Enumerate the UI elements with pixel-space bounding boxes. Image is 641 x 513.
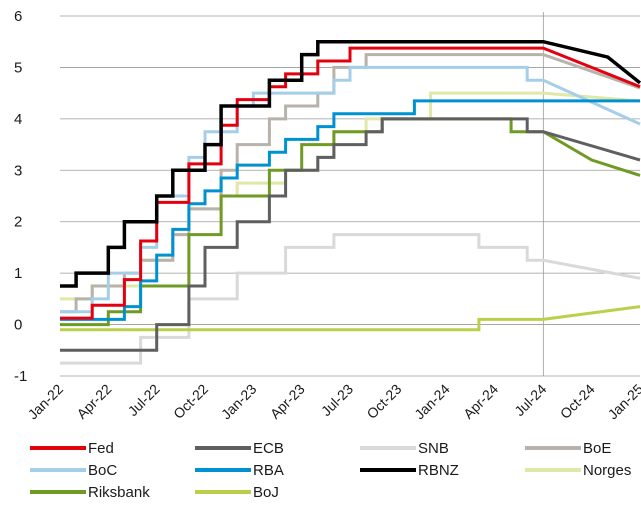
x-tick-label: Jul-23 xyxy=(318,381,356,419)
x-tick-label: Jan-23 xyxy=(218,381,260,423)
y-tick-label: -1 xyxy=(14,368,27,385)
x-tick-label: Apr-23 xyxy=(267,381,308,422)
x-tick-label: Jan-25 xyxy=(605,381,641,423)
y-tick-label: 1 xyxy=(14,265,22,282)
y-tick-label: 0 xyxy=(14,317,22,334)
legend-label-boj: BoJ xyxy=(253,484,279,501)
series-line-boc xyxy=(60,65,641,314)
series-line-rbnz xyxy=(60,39,641,288)
legend-label-boc: BoC xyxy=(88,462,117,479)
x-tick-label: Jul-22 xyxy=(125,381,163,419)
series-line-boj xyxy=(60,305,641,332)
legend-label-norges: Norges xyxy=(583,462,631,479)
legend-label-rba: RBA xyxy=(253,462,284,479)
y-tick-label: 5 xyxy=(14,59,22,76)
series-line-norges xyxy=(60,91,641,301)
x-tick-label: Jul-24 xyxy=(511,381,549,419)
y-tick-label: 3 xyxy=(14,162,22,179)
x-tick-label: Jan-24 xyxy=(411,381,453,423)
legend-label-boe: BoE xyxy=(583,440,611,457)
x-tick-label: Oct-22 xyxy=(170,381,211,422)
series-line-snb xyxy=(60,233,641,365)
x-tick-label: Oct-23 xyxy=(363,381,404,422)
x-tick-label: Oct-24 xyxy=(557,381,598,422)
series-line-rba xyxy=(60,99,640,321)
legend-label-snb: SNB xyxy=(418,440,449,457)
y-tick-label: 2 xyxy=(14,214,22,231)
legend-label-rbnz: RBNZ xyxy=(418,462,459,479)
y-tick-label: 4 xyxy=(14,111,22,128)
legend-label-riksbank: Riksbank xyxy=(88,484,150,501)
series-lines xyxy=(60,39,641,365)
x-tick-label: Apr-24 xyxy=(460,381,501,422)
x-tick-label: Apr-22 xyxy=(73,381,114,422)
legend-label-fed: Fed xyxy=(88,440,114,457)
legend-label-ecb: ECB xyxy=(253,440,284,457)
x-tick-label: Jan-22 xyxy=(25,381,67,423)
legend: Fed ECB SNB BoE BoC RBA RBNZ Norges Riksbank BoJ xyxy=(30,440,631,501)
y-tick-label: 6 xyxy=(14,8,22,25)
series-line-fed xyxy=(60,46,641,320)
series-line-ecb xyxy=(60,117,641,352)
